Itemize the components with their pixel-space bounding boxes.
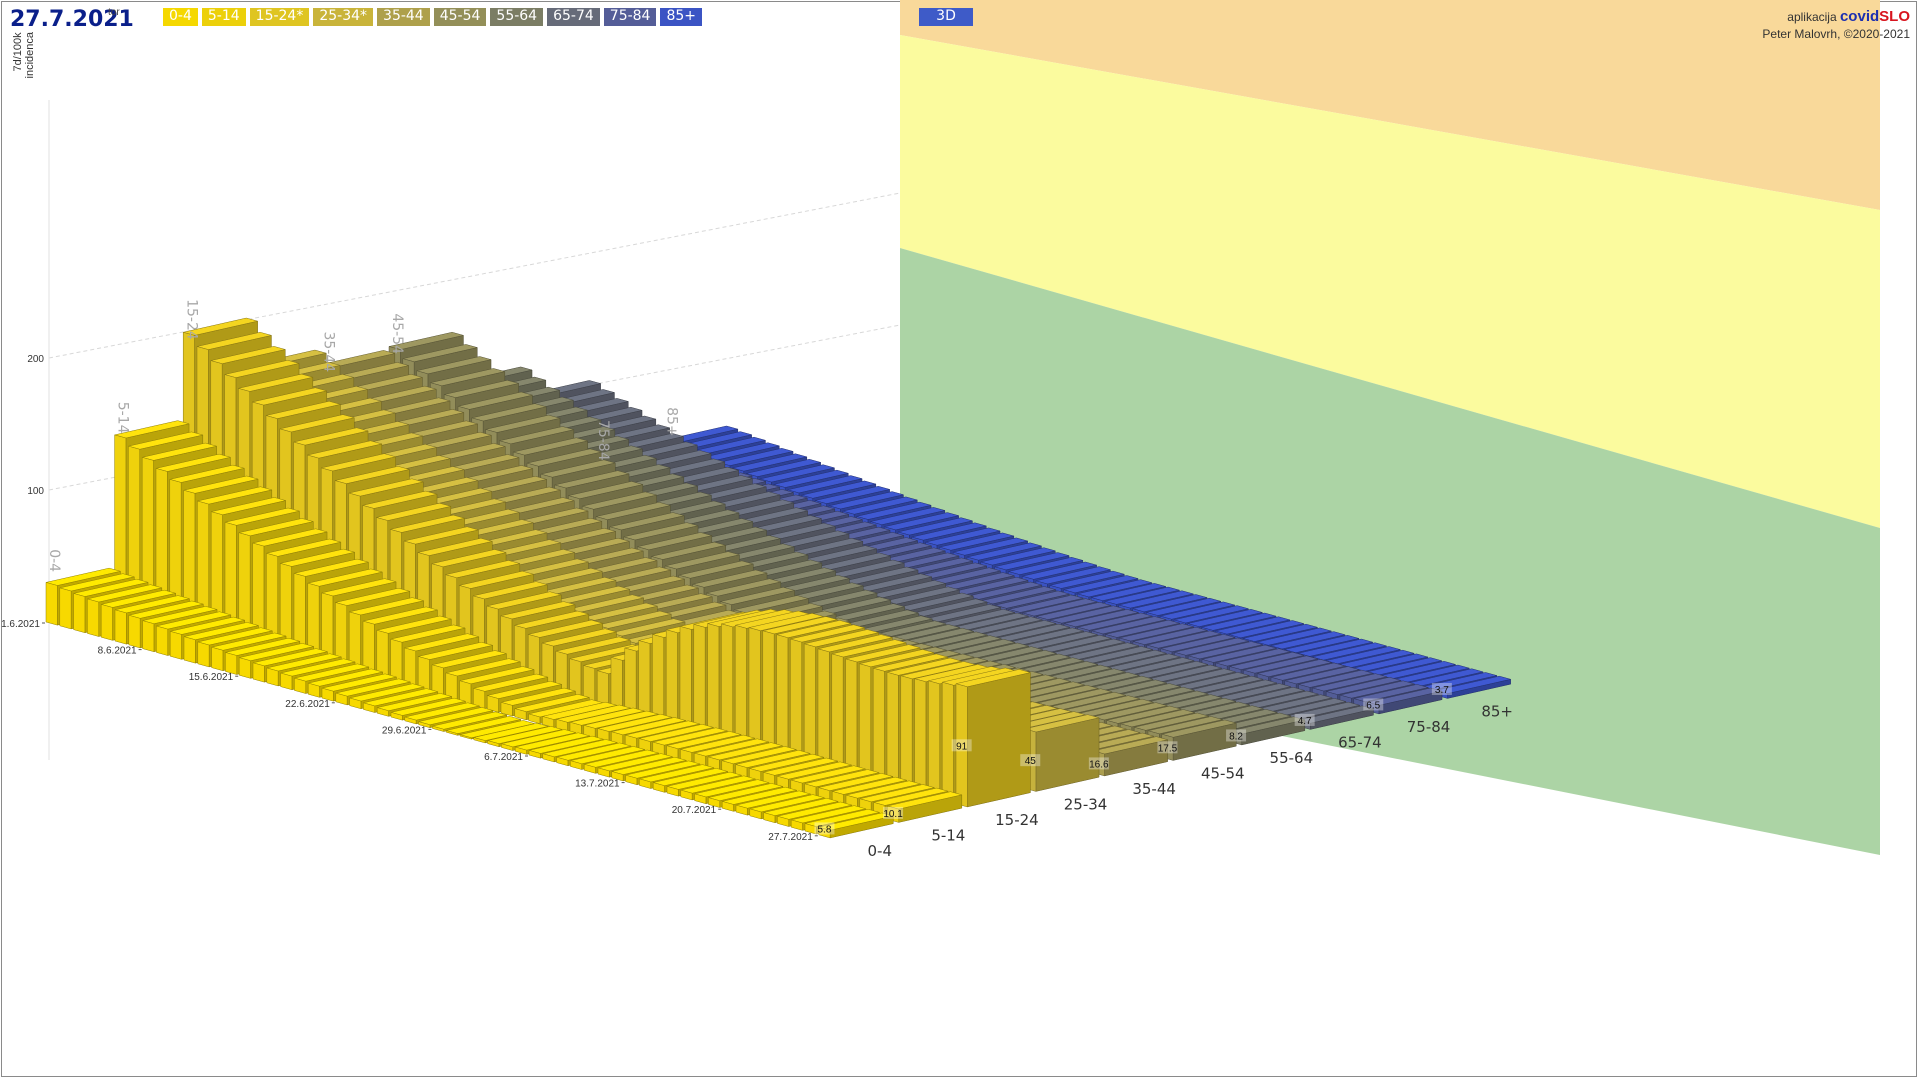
- date-tick-6.7.2021: 6.7.2021: [484, 752, 523, 763]
- y-axis-ticks: 100 200: [27, 354, 44, 497]
- back-label-45-54: 45-54: [389, 313, 405, 354]
- y-axis-title-line1: 7d/100k: [12, 32, 24, 72]
- weekday-label: tor: [108, 7, 120, 18]
- group-label-15-24: 15-24: [995, 811, 1039, 829]
- back-label-5-14: 5-14: [115, 402, 131, 434]
- value-label-15-24: 91: [956, 741, 968, 752]
- value-label-35-44: 16.6: [1089, 759, 1109, 770]
- y-axis-title-line2: incidenca: [24, 32, 36, 79]
- bar-55-64-day-56: [1230, 716, 1306, 746]
- bar-5-14-day-56: [887, 791, 963, 823]
- brand-logo-slo[interactable]: SLO: [1879, 8, 1910, 25]
- group-label-65-74: 65-74: [1338, 733, 1382, 751]
- group-axis-labels: 0-4 5-14 15-24 25-34 35-44 45-54 55-64 65-74 75-…: [868, 702, 1513, 860]
- value-label-85plus: 3.7: [1435, 685, 1449, 696]
- last-day-value-labels: 5.8 10.1 91 45 16.6 17.5 8.2 4.7 6.5 3.7: [814, 682, 1452, 835]
- y-axis-title: 7d/100k incidenca: [12, 32, 36, 78]
- value-label-45-54: 17.5: [1158, 743, 1178, 754]
- back-label-15-24: 15-24: [183, 299, 199, 340]
- grid-lines: [48, 100, 901, 760]
- bar-75-84-day-56: [1367, 687, 1443, 715]
- legend-item-5564[interactable]: 55-64: [490, 8, 544, 26]
- date-tick-27.7.2021: 27.7.2021: [768, 832, 813, 843]
- value-label-5-14: 10.1: [883, 809, 903, 820]
- credits: aplikacija covidSLO Peter Malovrh, ©2020…: [1762, 8, 1910, 43]
- legend-item-6574[interactable]: 65-74: [547, 8, 600, 26]
- age-group-legend: 0-4 5-14 15-24* 25-34* 35-44 45-54 55-64 65-74 7…: [163, 8, 703, 26]
- group-label-25-34: 25-34: [1064, 795, 1108, 813]
- bar-0-4-day-56: [818, 812, 894, 839]
- date-tick-22.6.2021: 22.6.2021: [285, 699, 330, 710]
- date-tick-8.6.2021: 8.6.2021: [98, 646, 137, 657]
- legend-item-1524[interactable]: 15-24*: [249, 8, 310, 26]
- band-yellow: [900, 35, 1880, 528]
- value-label-55-64: 8.2: [1229, 731, 1243, 742]
- back-label-35-44: 35-44: [321, 331, 337, 372]
- threshold-bands: [900, 0, 1880, 855]
- bar-0-4-day-29: [445, 716, 521, 736]
- group-label-75-84: 75-84: [1407, 718, 1451, 736]
- date-tick-29.6.2021: 29.6.2021: [382, 725, 427, 736]
- back-label-0-4: 0-4: [46, 549, 62, 572]
- date-axis: 1.6.2021 8.6.2021 15.6.2021 22.6.2021 29.6.2…: [1, 619, 818, 843]
- legend-item-04[interactable]: 0-4: [163, 8, 198, 26]
- legend-item-2534[interactable]: 25-34*: [313, 8, 374, 26]
- 3d-toggle-button[interactable]: 3D: [919, 8, 973, 26]
- back-label-85plus: 85+: [664, 407, 680, 437]
- legend-item-4554[interactable]: 45-54: [433, 8, 487, 26]
- date-tick-1.6.2021: 1.6.2021: [1, 619, 40, 630]
- value-label-0-4: 5.8: [818, 824, 832, 835]
- value-label-25-34: 45: [1025, 756, 1037, 767]
- group-label-85plus: 85+: [1481, 702, 1513, 720]
- date-tick-13.7.2021: 13.7.2021: [575, 779, 620, 790]
- group-back-labels: 0-4 5-14 15-24 35-44 45-54 75-84 85+: [46, 299, 679, 572]
- legend-item-85plus[interactable]: 85+: [660, 8, 703, 26]
- y-tick-100: 100: [27, 486, 44, 497]
- legend-item-7584[interactable]: 75-84: [603, 8, 657, 26]
- brand-logo-covid[interactable]: covid: [1839, 8, 1880, 25]
- date-tick-20.7.2021: 20.7.2021: [672, 805, 717, 816]
- group-label-5-14: 5-14: [931, 826, 965, 844]
- bar-15-24-day-56: [955, 669, 1031, 808]
- group-label-35-44: 35-44: [1132, 780, 1176, 798]
- date-tick-15.6.2021: 15.6.2021: [189, 672, 234, 683]
- group-label-0-4: 0-4: [868, 842, 893, 860]
- value-label-75-84: 6.5: [1366, 700, 1380, 711]
- legend-item-3544[interactable]: 35-44: [377, 8, 430, 26]
- value-label-65-74: 4.7: [1298, 716, 1312, 727]
- band-orange: [900, 0, 1880, 210]
- bars: [45, 317, 1511, 839]
- credit-app-prefix: aplikacija: [1787, 10, 1837, 24]
- group-label-45-54: 45-54: [1201, 764, 1245, 782]
- y-tick-200: 200: [27, 354, 44, 365]
- bar-25-34-day-56: [1024, 714, 1100, 792]
- group-label-55-64: 55-64: [1270, 749, 1314, 767]
- credit-author: Peter Malovrh, ©2020-2021: [1762, 27, 1910, 41]
- current-date: 27.7.2021: [10, 7, 134, 32]
- legend-item-514[interactable]: 5-14: [201, 8, 246, 26]
- back-label-75-84: 75-84: [595, 420, 611, 461]
